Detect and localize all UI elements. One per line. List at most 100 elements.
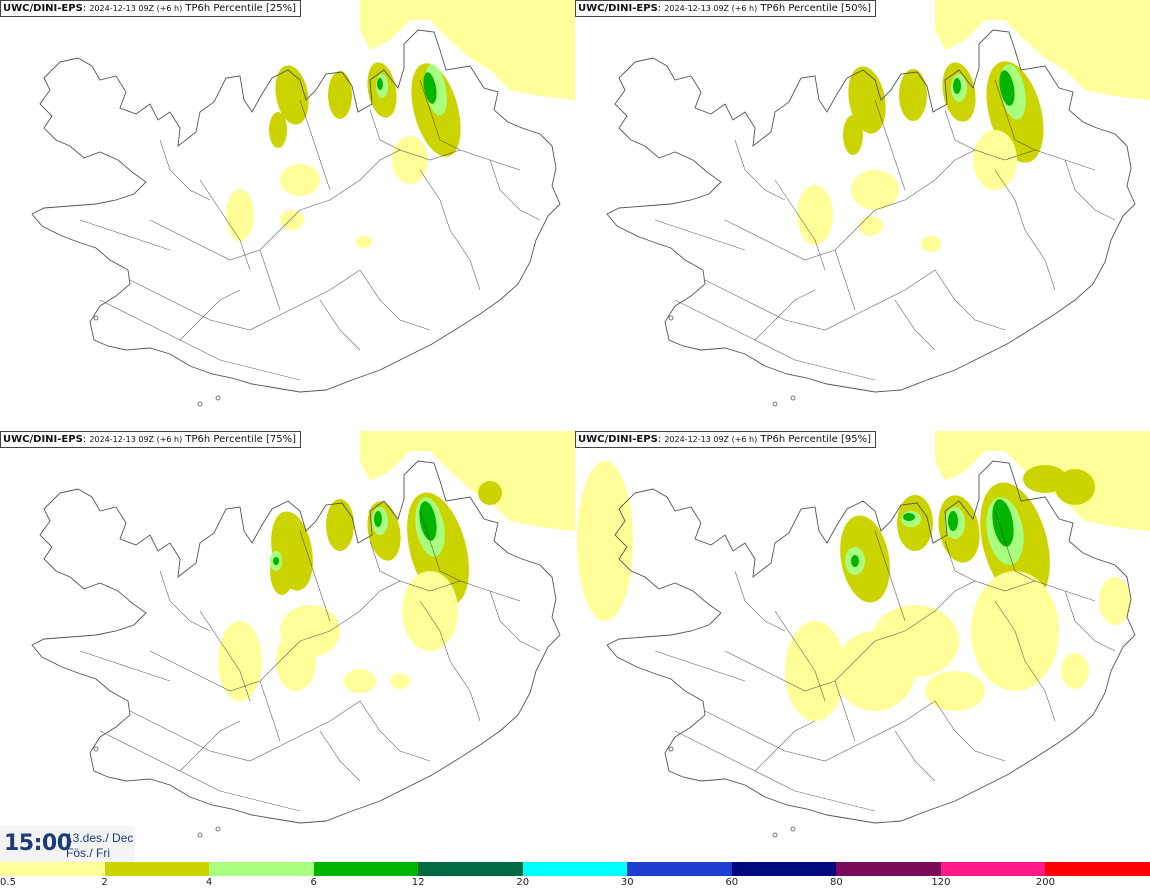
legend-swatch xyxy=(627,862,732,876)
iceland-coastline xyxy=(31,29,561,393)
road-line xyxy=(99,730,301,812)
road-line xyxy=(79,650,171,682)
road-line xyxy=(259,249,281,311)
road-line xyxy=(874,530,906,622)
road-line xyxy=(1064,590,1116,652)
legend-tick-label: 4 xyxy=(205,877,213,888)
road-line xyxy=(199,179,251,271)
panel-title: UWC/DINI-EPS: 2024-12-13 09Z (+6 h) TP6h… xyxy=(575,431,876,448)
road-line xyxy=(944,540,976,582)
precip-area-northeast xyxy=(935,0,1150,100)
iceland-precip-map xyxy=(31,0,575,407)
precip-area xyxy=(921,236,941,252)
island xyxy=(790,826,796,832)
road-line xyxy=(734,570,786,632)
road-line xyxy=(129,700,361,762)
map-panel-95: UWC/DINI-EPS: 2024-12-13 09Z (+6 h) TP6h… xyxy=(575,431,1150,861)
precip-area xyxy=(1061,653,1089,689)
island xyxy=(215,826,221,832)
iceland-coastline xyxy=(606,29,1136,393)
road-line xyxy=(319,730,361,782)
precip-area xyxy=(218,621,262,701)
precip-area xyxy=(374,511,382,527)
road-line xyxy=(199,610,251,702)
precip-area xyxy=(390,673,410,689)
road-line xyxy=(774,610,826,702)
road-line xyxy=(99,299,301,381)
road-line xyxy=(299,530,331,622)
road-line xyxy=(369,109,401,151)
precip-area xyxy=(1099,577,1131,625)
iceland-precip-map xyxy=(606,0,1150,407)
road-line xyxy=(419,600,481,722)
precip-area xyxy=(392,136,428,184)
legend-swatch xyxy=(104,862,210,876)
legend-colorbar xyxy=(0,862,1150,876)
map-panel-25: UWC/DINI-EPS: 2024-12-13 09Z (+6 h) TP6h… xyxy=(0,0,575,430)
legend-swatch xyxy=(522,862,628,876)
legend-tick-label: 6 xyxy=(310,877,317,888)
precip-area xyxy=(402,571,458,651)
road-line xyxy=(419,79,461,151)
precip-area xyxy=(903,513,915,521)
precip-area xyxy=(843,115,863,155)
legend-tick-label: 200 xyxy=(1035,877,1055,888)
legend-tick-label: 60 xyxy=(725,877,739,888)
precip-area xyxy=(851,555,859,567)
legend-tick-label: 0.5 xyxy=(0,877,16,888)
precip-area xyxy=(419,501,437,541)
precip-area xyxy=(992,499,1014,547)
legend-tick-label: 20 xyxy=(516,877,530,888)
road-line xyxy=(79,219,171,251)
legend-swatch xyxy=(836,862,941,876)
island xyxy=(772,832,778,838)
road-line xyxy=(934,700,1006,762)
road-line xyxy=(894,730,936,782)
road-line xyxy=(654,650,746,682)
road-line xyxy=(734,139,786,201)
precip-area xyxy=(423,72,437,104)
road-line xyxy=(674,730,876,812)
road-line xyxy=(704,700,936,762)
road-line xyxy=(319,299,361,351)
road-line xyxy=(1064,159,1116,221)
valid-time: 15:00 xyxy=(4,831,72,856)
road-line xyxy=(874,99,906,191)
road-line xyxy=(489,159,541,221)
precip-legend: 0.5 2 4 6 12 20 30 60 80 120 200 xyxy=(0,862,1150,891)
precip-area xyxy=(478,481,502,505)
island xyxy=(668,746,674,752)
precip-area xyxy=(999,70,1015,106)
road-line xyxy=(419,510,461,582)
island xyxy=(93,746,99,752)
road-line xyxy=(159,570,211,632)
precip-area xyxy=(280,605,340,657)
legend-swatch xyxy=(940,862,1046,876)
legend-tick-label: 2 xyxy=(101,877,108,888)
precip-area xyxy=(899,69,927,121)
precip-area xyxy=(925,671,985,711)
precip-area xyxy=(377,78,383,90)
road-line xyxy=(359,700,431,762)
iceland-coastline xyxy=(31,460,561,824)
precip-area xyxy=(953,78,961,94)
road-line xyxy=(774,179,826,271)
legend-tick-label: 120 xyxy=(931,877,951,888)
legend-swatch xyxy=(313,862,419,876)
road-line xyxy=(369,540,401,582)
road-line xyxy=(754,289,816,341)
legend-tick-label: 80 xyxy=(829,877,843,888)
iceland-precip-map xyxy=(577,431,1150,838)
road-line xyxy=(654,219,746,251)
precip-area xyxy=(326,499,354,551)
road-line xyxy=(704,269,936,331)
road-line xyxy=(179,289,241,341)
road-line xyxy=(944,109,976,151)
precip-area xyxy=(871,605,959,677)
road-line xyxy=(994,169,1056,291)
road-line xyxy=(674,299,876,381)
road-line xyxy=(754,720,816,772)
island xyxy=(772,401,778,407)
road-line xyxy=(834,249,856,311)
precip-area xyxy=(226,189,254,241)
